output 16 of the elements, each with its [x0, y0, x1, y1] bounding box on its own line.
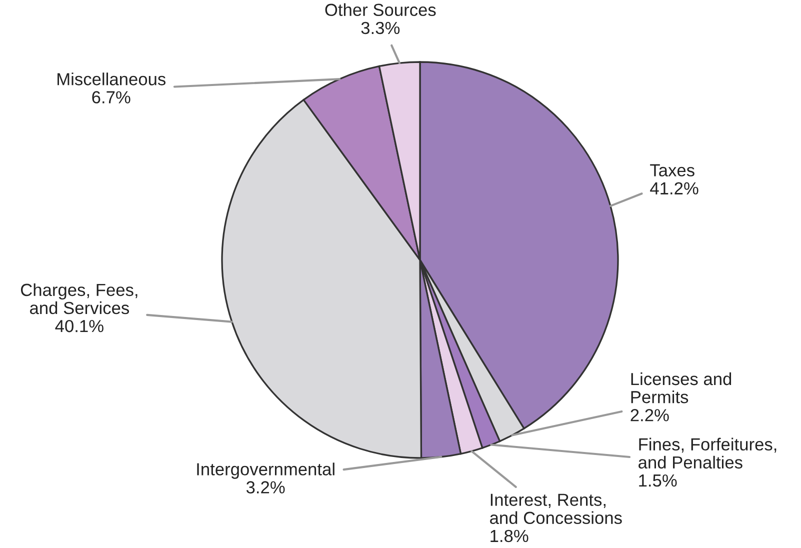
data-label: 3.2%	[246, 481, 285, 494]
data-label: 41.2%	[650, 182, 698, 194]
slice-label: Fines, Forfeitures, and Penalties	[638, 438, 776, 469]
slice-label: Miscellaneous	[58, 72, 166, 86]
slice-label: Other Sources	[325, 3, 436, 16]
data-label: 6.7%	[92, 91, 130, 104]
data-label: 3.3%	[361, 22, 400, 34]
slice-label: Taxes	[650, 164, 694, 176]
slice-label: Licenses and Permits	[631, 372, 732, 404]
data-label: 2.2%	[630, 409, 669, 422]
data-label: 1.8%	[490, 530, 528, 542]
data-label: 1.5%	[639, 474, 677, 487]
data-label: 40.1%	[55, 320, 104, 332]
slice-label: Interest, Rents, and Concessions	[490, 494, 622, 524]
slice-label: Charges, Fees, and Services	[20, 283, 138, 314]
slice-label: Intergovernmental	[197, 462, 334, 479]
